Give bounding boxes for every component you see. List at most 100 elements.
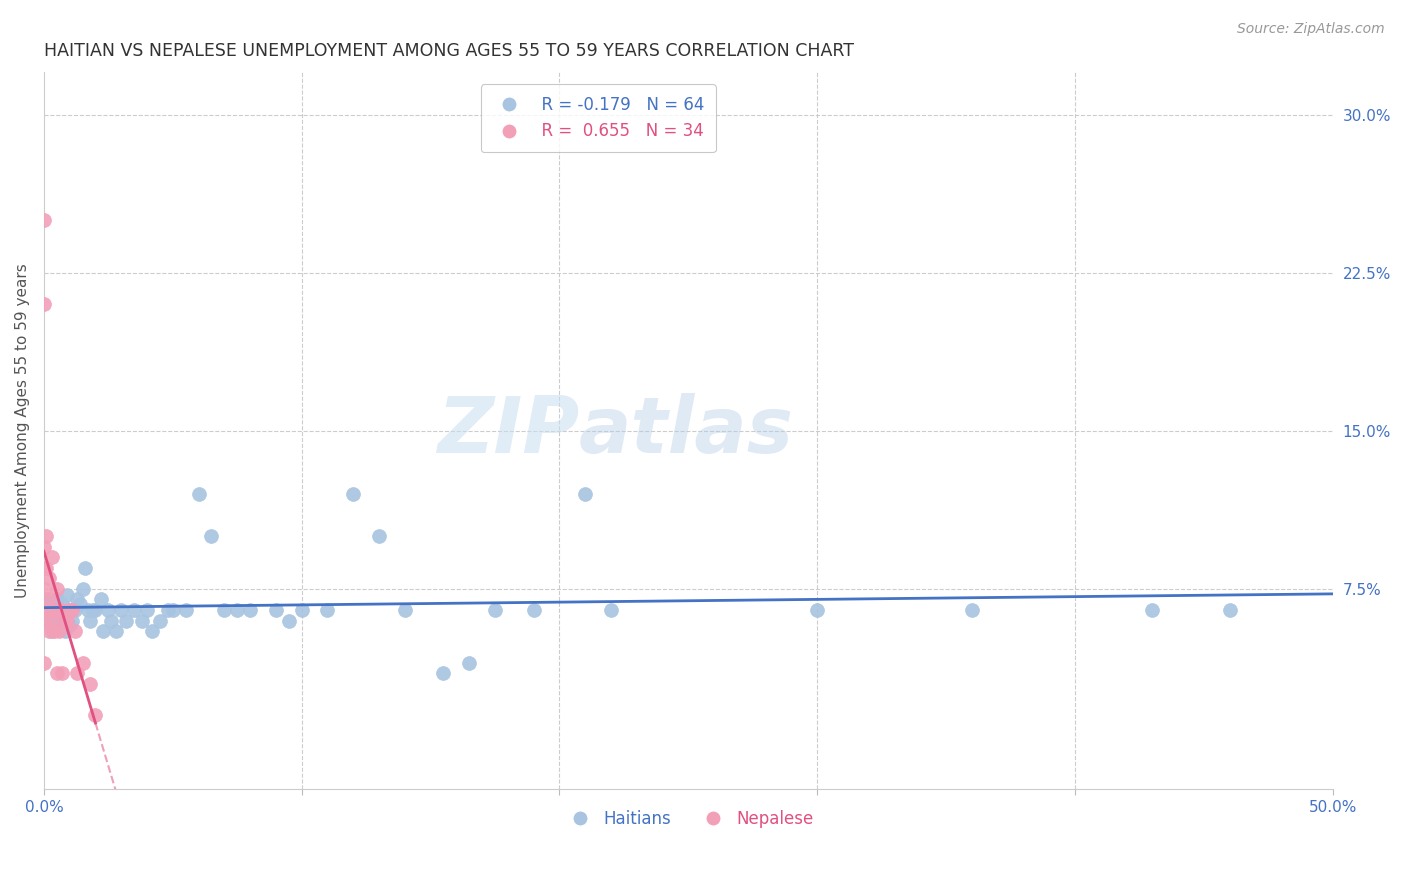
- Point: [458, 656, 481, 670]
- Point: [32, 603, 55, 617]
- Point: [32, 603, 55, 617]
- Point: [44, 624, 66, 639]
- Point: [53, 614, 76, 628]
- Point: [63, 624, 86, 639]
- Point: [32, 297, 55, 311]
- Point: [48, 624, 70, 639]
- Point: [79, 614, 101, 628]
- Point: [226, 603, 249, 617]
- Point: [56, 614, 79, 628]
- Point: [48, 614, 70, 628]
- Point: [122, 603, 145, 617]
- Point: [53, 614, 76, 628]
- Point: [32, 656, 55, 670]
- Point: [41, 614, 63, 628]
- Point: [35, 597, 58, 611]
- Point: [291, 603, 314, 617]
- Point: [45, 603, 67, 617]
- Point: [368, 529, 391, 543]
- Point: [48, 603, 70, 617]
- Point: [41, 550, 63, 565]
- Point: [82, 603, 104, 617]
- Point: [32, 561, 55, 575]
- Point: [32, 592, 55, 607]
- Point: [1142, 603, 1164, 617]
- Point: [56, 588, 79, 602]
- Point: [76, 603, 98, 617]
- Point: [960, 603, 983, 617]
- Point: [63, 603, 86, 617]
- Point: [60, 603, 83, 617]
- Point: [32, 213, 55, 227]
- Point: [1219, 603, 1241, 617]
- Point: [239, 603, 262, 617]
- Point: [59, 617, 82, 632]
- Point: [51, 597, 73, 611]
- Point: [90, 592, 112, 607]
- Point: [59, 603, 82, 617]
- Point: [66, 666, 89, 681]
- Point: [277, 614, 299, 628]
- Point: [79, 677, 101, 691]
- Point: [131, 614, 153, 628]
- Point: [53, 624, 76, 639]
- Point: [214, 603, 236, 617]
- Legend: Haitians, Nepalese: Haitians, Nepalese: [557, 804, 820, 835]
- Point: [394, 603, 416, 617]
- Point: [45, 666, 67, 681]
- Text: HAITIAN VS NEPALESE UNEMPLOYMENT AMONG AGES 55 TO 59 YEARS CORRELATION CHART: HAITIAN VS NEPALESE UNEMPLOYMENT AMONG A…: [44, 42, 853, 60]
- Text: ZIP: ZIP: [436, 392, 579, 469]
- Point: [141, 624, 163, 639]
- Y-axis label: Unemployment Among Ages 55 to 59 years: Unemployment Among Ages 55 to 59 years: [15, 263, 30, 599]
- Point: [32, 614, 55, 628]
- Point: [162, 603, 184, 617]
- Point: [38, 624, 60, 639]
- Point: [806, 603, 828, 617]
- Point: [69, 597, 91, 611]
- Point: [574, 487, 596, 501]
- Point: [38, 592, 60, 607]
- Point: [523, 603, 546, 617]
- Point: [105, 624, 128, 639]
- Point: [51, 603, 73, 617]
- Point: [38, 607, 60, 622]
- Text: atlas: atlas: [579, 392, 794, 469]
- Point: [45, 582, 67, 596]
- Point: [187, 487, 209, 501]
- Point: [149, 614, 172, 628]
- Point: [41, 624, 63, 639]
- Point: [84, 603, 107, 617]
- Point: [264, 603, 287, 617]
- Text: Source: ZipAtlas.com: Source: ZipAtlas.com: [1237, 22, 1385, 37]
- Point: [75, 561, 97, 575]
- Point: [41, 614, 63, 628]
- Point: [156, 603, 179, 617]
- Point: [84, 708, 107, 723]
- Point: [484, 603, 506, 617]
- Point: [316, 603, 339, 617]
- Point: [35, 529, 58, 543]
- Point: [174, 603, 197, 617]
- Point: [342, 487, 364, 501]
- Point: [35, 603, 58, 617]
- Point: [45, 603, 67, 617]
- Point: [32, 614, 55, 628]
- Point: [72, 656, 94, 670]
- Point: [38, 571, 60, 585]
- Point: [35, 561, 58, 575]
- Point: [59, 603, 82, 617]
- Point: [600, 603, 623, 617]
- Point: [432, 666, 454, 681]
- Point: [110, 603, 132, 617]
- Point: [44, 603, 66, 617]
- Point: [44, 603, 66, 617]
- Point: [45, 592, 67, 607]
- Point: [32, 540, 55, 554]
- Point: [136, 603, 159, 617]
- Point: [115, 614, 138, 628]
- Point: [72, 582, 94, 596]
- Point: [51, 666, 73, 681]
- Point: [97, 603, 120, 617]
- Point: [91, 624, 114, 639]
- Point: [66, 592, 89, 607]
